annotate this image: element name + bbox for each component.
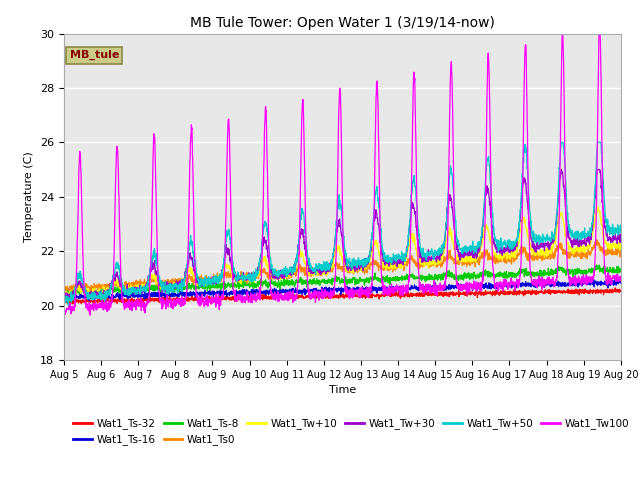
Wat1_Tw+30 [60, 297, 68, 303]
Wat1_Ts-8 [359, 278, 367, 284]
Wat1_Ts0 [216, 275, 223, 281]
Wat1_Ts-8 [595, 262, 603, 268]
Wat1_Tw+30 [584, 238, 591, 243]
Wat1_Ts0 [60, 288, 68, 294]
Wat1_Ts-8 [504, 274, 512, 280]
Legend: Wat1_Ts-32, Wat1_Ts-16, Wat1_Ts-8, Wat1_Ts0, Wat1_Tw+10, Wat1_Tw+30, Wat1_Tw+50,: Wat1_Ts-32, Wat1_Ts-16, Wat1_Ts-8, Wat1_… [69, 414, 633, 450]
Line: Wat1_Ts-8: Wat1_Ts-8 [64, 265, 621, 296]
Wat1_Ts-32 [611, 285, 619, 291]
Wat1_Tw100 [568, 276, 576, 281]
X-axis label: Time: Time [329, 385, 356, 395]
Wat1_Tw+50 [216, 275, 223, 281]
Wat1_Ts-16 [568, 281, 575, 287]
Wat1_Ts0 [593, 237, 600, 242]
Wat1_Ts-16 [85, 298, 93, 303]
Wat1_Ts-8 [81, 293, 89, 299]
Wat1_Ts0 [584, 252, 591, 258]
Wat1_Ts-32 [504, 288, 512, 294]
Wat1_Tw+10 [504, 254, 512, 260]
Wat1_Tw+30 [61, 299, 68, 305]
Wat1_Ts-16 [582, 276, 590, 281]
Wat1_Tw+50 [65, 303, 72, 309]
Wat1_Tw100 [559, 31, 566, 36]
Y-axis label: Temperature (C): Temperature (C) [24, 151, 35, 242]
Wat1_Tw+30 [617, 240, 625, 245]
Wat1_Ts-8 [60, 287, 68, 293]
Wat1_Tw100 [216, 300, 223, 306]
Wat1_Ts-32 [371, 293, 379, 299]
Wat1_Tw+10 [617, 241, 625, 247]
Wat1_Tw+10 [216, 276, 223, 282]
Wat1_Tw+10 [593, 204, 601, 209]
Wat1_Ts-32 [568, 289, 575, 295]
Wat1_Ts0 [371, 258, 379, 264]
Wat1_Tw+30 [371, 213, 379, 219]
Wat1_Ts0 [568, 249, 575, 255]
Wat1_Ts-8 [617, 268, 625, 274]
Wat1_Ts-32 [216, 295, 223, 300]
Wat1_Tw+50 [60, 295, 68, 301]
Wat1_Ts-16 [371, 286, 379, 291]
Wat1_Tw100 [504, 282, 512, 288]
Wat1_Tw+30 [557, 167, 565, 172]
Wat1_Tw+10 [371, 240, 379, 246]
Wat1_Ts-16 [359, 287, 367, 292]
Wat1_Ts0 [61, 290, 69, 296]
Wat1_Tw100 [60, 312, 68, 317]
Line: Wat1_Tw+30: Wat1_Tw+30 [64, 169, 621, 302]
Wat1_Ts-8 [568, 269, 575, 275]
Wat1_Tw+10 [359, 268, 367, 274]
Wat1_Ts-8 [371, 273, 379, 279]
Wat1_Ts-16 [216, 292, 223, 298]
Line: Wat1_Tw100: Wat1_Tw100 [64, 34, 621, 315]
Wat1_Tw100 [371, 163, 379, 169]
Wat1_Ts-32 [617, 288, 625, 294]
Line: Wat1_Ts-16: Wat1_Ts-16 [64, 278, 621, 300]
Line: Wat1_Tw+10: Wat1_Tw+10 [64, 206, 621, 300]
Wat1_Ts-32 [584, 288, 591, 294]
Wat1_Ts-8 [216, 283, 223, 289]
Wat1_Ts0 [617, 244, 625, 250]
Wat1_Tw+30 [568, 244, 576, 250]
Wat1_Ts0 [359, 269, 367, 275]
Wat1_Tw100 [60, 312, 68, 318]
Wat1_Ts-8 [584, 270, 591, 276]
Wat1_Tw+50 [359, 260, 367, 265]
Wat1_Ts-32 [359, 295, 367, 300]
Wat1_Ts-32 [68, 301, 76, 307]
Wat1_Ts0 [504, 257, 512, 263]
Wat1_Tw+30 [216, 276, 223, 282]
Wat1_Tw+50 [584, 233, 591, 239]
Title: MB Tule Tower: Open Water 1 (3/19/14-now): MB Tule Tower: Open Water 1 (3/19/14-now… [190, 16, 495, 30]
Wat1_Tw+50 [504, 240, 512, 246]
Wat1_Tw+10 [584, 243, 591, 249]
Line: Wat1_Ts0: Wat1_Ts0 [64, 240, 621, 293]
Wat1_Tw+30 [504, 249, 512, 255]
Wat1_Tw+50 [617, 230, 625, 236]
Wat1_Tw+50 [568, 228, 576, 233]
Wat1_Ts-32 [60, 299, 68, 305]
Wat1_Tw+50 [557, 140, 565, 145]
Line: Wat1_Ts-32: Wat1_Ts-32 [64, 288, 621, 304]
Wat1_Ts-16 [584, 281, 591, 287]
Wat1_Tw100 [359, 291, 367, 297]
Text: MB_tule: MB_tule [70, 50, 119, 60]
Wat1_Tw+30 [359, 263, 367, 269]
Wat1_Tw+50 [371, 197, 379, 203]
Wat1_Ts-16 [504, 285, 512, 290]
Wat1_Tw+10 [568, 251, 575, 256]
Wat1_Tw+10 [61, 298, 69, 303]
Wat1_Tw100 [617, 277, 625, 283]
Wat1_Ts-16 [617, 277, 625, 283]
Line: Wat1_Tw+50: Wat1_Tw+50 [64, 143, 621, 306]
Wat1_Tw100 [584, 276, 591, 282]
Wat1_Ts-16 [60, 294, 68, 300]
Wat1_Tw+10 [60, 291, 68, 297]
